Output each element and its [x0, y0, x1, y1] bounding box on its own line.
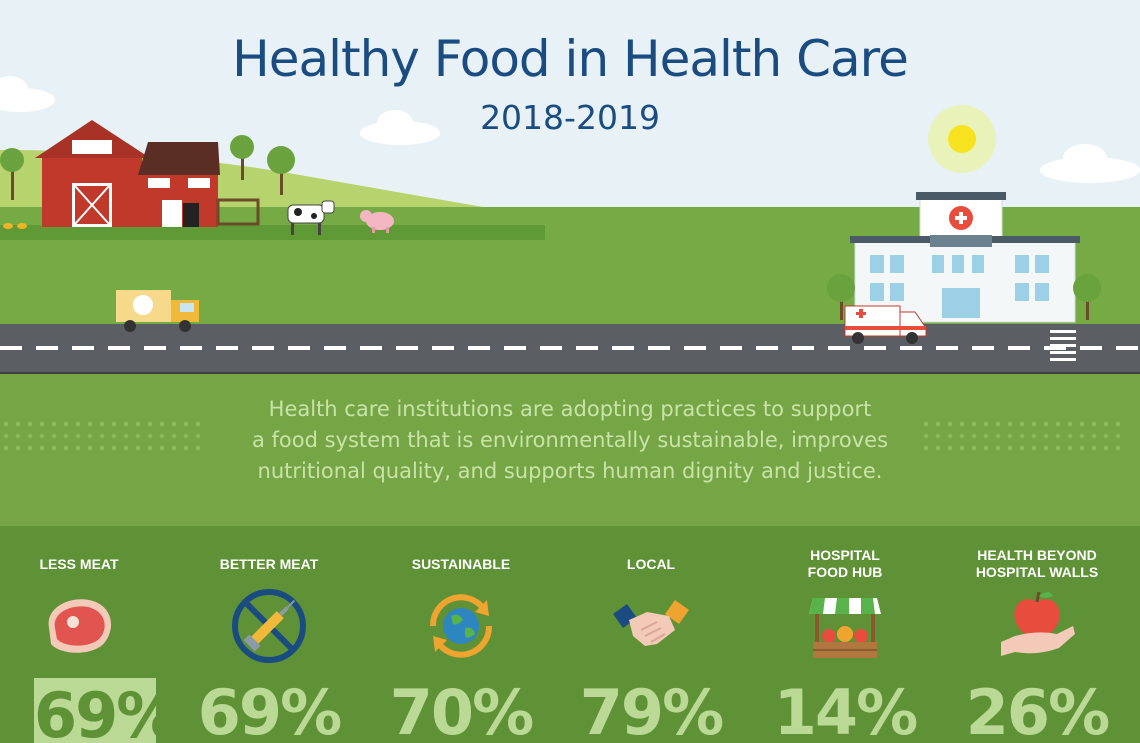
crosswalk — [1050, 330, 1076, 361]
stat-value: 69% — [34, 678, 156, 743]
delivery-truck-icon — [116, 290, 199, 332]
intro-line: a food system that is environmentally su… — [251, 428, 889, 452]
stat-less-meat: LESS MEAT 69% — [0, 526, 174, 743]
steak-icon — [48, 599, 112, 653]
stat-value: 79% — [579, 676, 724, 743]
chick-icon — [3, 223, 27, 229]
stat-local: LOCAL 79% — [556, 526, 746, 743]
ambulance-icon — [844, 305, 927, 344]
decorative-dots — [920, 418, 1120, 458]
road — [0, 324, 1140, 372]
stat-health-beyond-hospital-walls: HEALTH BEYOND HOSPITAL WALLS 26% — [942, 526, 1132, 743]
stat-better-meat: BETTER MEAT 69% — [174, 526, 364, 743]
stat-label: BETTER MEAT — [219, 555, 319, 572]
stat-value: 14% — [773, 676, 918, 743]
intro-text: Health care institutions are adopting pr… — [190, 394, 950, 487]
stat-label: HOSPITAL FOOD HUB — [807, 547, 883, 580]
farm-to-hospital-illustration — [0, 76, 1140, 376]
no-syringe-icon — [232, 589, 306, 663]
intro-line: Health care institutions are adopting pr… — [268, 397, 872, 421]
intro-line: nutritional quality, and supports human … — [257, 459, 883, 483]
decorative-dots — [0, 418, 200, 458]
cow-icon — [287, 200, 335, 235]
stat-value: 69% — [197, 676, 342, 743]
barn-icon — [35, 120, 260, 227]
tree-icon — [827, 274, 1101, 320]
stat-label: LESS MEAT — [39, 555, 119, 572]
stat-sustainable: SUSTAINABLE 70% — [366, 526, 556, 743]
handshake-icon — [613, 600, 689, 646]
stat-label: SUSTAINABLE — [411, 555, 511, 572]
cloud-icon — [0, 76, 1140, 183]
stat-value: 26% — [965, 676, 1110, 743]
stat-label: LOCAL — [626, 555, 676, 572]
tree-icon — [0, 135, 295, 200]
stat-value: 70% — [389, 676, 534, 743]
sun-icon — [928, 105, 996, 173]
stat-label: HEALTH BEYOND HOSPITAL WALLS — [975, 547, 1099, 580]
recycle-globe-icon — [429, 594, 493, 658]
stats-panel: LESS MEAT 69% BETTER MEAT 69% SUSTAINABL… — [0, 526, 1140, 743]
market-stall-icon — [809, 598, 881, 658]
pig-icon — [360, 210, 394, 233]
page-subtitle: 2018-2019 — [480, 98, 660, 137]
stat-hospital-food-hub: HOSPITAL FOOD HUB 14% — [750, 526, 940, 743]
apple-in-hand-icon — [1001, 591, 1075, 656]
hospital-building-icon — [850, 192, 1080, 323]
page-title: Healthy Food in Health Care — [232, 30, 909, 88]
